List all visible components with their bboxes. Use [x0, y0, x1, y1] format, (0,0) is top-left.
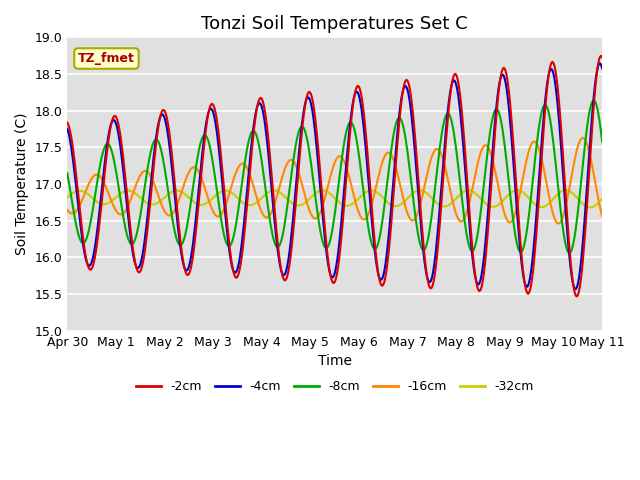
- -8cm: [566, 250, 573, 256]
- Legend: -2cm, -4cm, -8cm, -16cm, -32cm: -2cm, -4cm, -8cm, -16cm, -32cm: [131, 375, 539, 398]
- -32cm: [381, 197, 389, 203]
- -4cm: [552, 83, 559, 88]
- -32cm: [598, 196, 606, 202]
- -32cm: [124, 188, 131, 193]
- Line: -32cm: -32cm: [67, 190, 602, 207]
- -4cm: [381, 264, 389, 270]
- -32cm: [573, 194, 580, 200]
- -8cm: [590, 97, 598, 103]
- -16cm: [598, 213, 606, 219]
- -8cm: [381, 198, 389, 204]
- Title: Tonzi Soil Temperatures Set C: Tonzi Soil Temperatures Set C: [202, 15, 468, 33]
- -16cm: [63, 207, 71, 213]
- -2cm: [573, 294, 580, 300]
- -8cm: [246, 133, 254, 139]
- Line: -8cm: -8cm: [67, 100, 602, 253]
- Line: -4cm: -4cm: [67, 63, 602, 289]
- -32cm: [586, 204, 594, 210]
- -16cm: [124, 205, 131, 211]
- -4cm: [573, 285, 580, 290]
- -4cm: [596, 60, 604, 66]
- -8cm: [552, 159, 559, 165]
- -16cm: [555, 221, 563, 227]
- -8cm: [598, 139, 606, 144]
- -2cm: [598, 54, 606, 60]
- -4cm: [124, 205, 131, 211]
- -32cm: [246, 202, 254, 208]
- -2cm: [381, 276, 389, 282]
- -16cm: [246, 172, 254, 178]
- -8cm: [124, 233, 131, 239]
- -2cm: [124, 193, 131, 199]
- -16cm: [381, 153, 389, 158]
- -2cm: [572, 293, 580, 299]
- -16cm: [552, 217, 559, 223]
- -2cm: [63, 120, 71, 125]
- -8cm: [63, 170, 71, 176]
- Line: -2cm: -2cm: [67, 56, 602, 297]
- -4cm: [163, 124, 171, 130]
- -32cm: [163, 192, 171, 198]
- -2cm: [246, 168, 254, 174]
- -8cm: [573, 218, 580, 224]
- -16cm: [573, 147, 580, 153]
- -16cm: [163, 211, 171, 217]
- -2cm: [597, 53, 605, 59]
- -32cm: [552, 193, 559, 199]
- -4cm: [598, 66, 606, 72]
- X-axis label: Time: Time: [317, 354, 352, 368]
- -2cm: [163, 115, 171, 120]
- -2cm: [552, 68, 559, 74]
- Text: TZ_fmet: TZ_fmet: [78, 52, 135, 65]
- -4cm: [63, 126, 71, 132]
- Line: -16cm: -16cm: [67, 138, 602, 224]
- -4cm: [246, 156, 254, 162]
- -16cm: [579, 135, 587, 141]
- -4cm: [572, 286, 580, 292]
- Y-axis label: Soil Temperature (C): Soil Temperature (C): [15, 113, 29, 255]
- -8cm: [163, 179, 171, 185]
- -32cm: [562, 187, 570, 193]
- -32cm: [63, 194, 71, 200]
